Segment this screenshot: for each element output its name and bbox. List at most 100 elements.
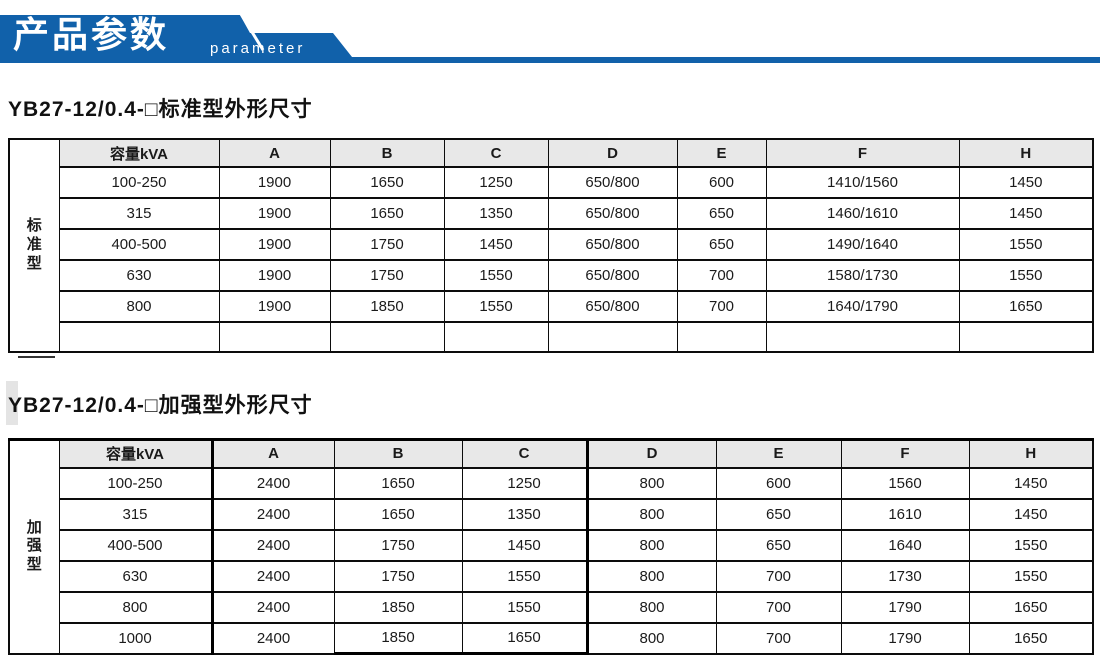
cell: 650: [715, 528, 842, 562]
column-header: C: [461, 438, 589, 469]
cell: 630: [58, 559, 214, 593]
cell: [58, 321, 220, 353]
cell: [329, 321, 445, 353]
table-row: 100-250 2400 1650 1250 800 600 1560 1450: [9, 466, 1094, 500]
cell: 1350: [443, 197, 549, 230]
cell: 1650: [461, 621, 589, 655]
cell: [676, 321, 767, 353]
cell: 650/800: [547, 166, 678, 199]
column-header: D: [586, 438, 717, 469]
cell: 1650: [968, 621, 1094, 655]
column-header: F: [765, 138, 960, 168]
cell: 400-500: [58, 528, 214, 562]
column-header: A: [211, 438, 335, 469]
cell: 315: [58, 197, 220, 230]
cell: 1610: [840, 497, 970, 531]
table-row: 800 2400 1850 1550 800 700 1790 1650: [9, 590, 1094, 624]
cell: 2400: [211, 621, 335, 655]
cell: 1550: [958, 259, 1094, 292]
cell: 700: [676, 259, 767, 292]
cell: 700: [715, 590, 842, 624]
table-row: 630 2400 1750 1550 800 700 1730 1550: [9, 559, 1094, 593]
cell: 1900: [218, 228, 331, 261]
cell: 600: [676, 166, 767, 199]
cell: 100-250: [58, 166, 220, 199]
cell: 800: [586, 590, 717, 624]
cell: 700: [715, 621, 842, 655]
column-header: C: [443, 138, 549, 168]
cell: 1750: [329, 228, 445, 261]
cell: 1730: [840, 559, 970, 593]
cell: 1640/1790: [765, 290, 960, 323]
standard-dimensions-table: 标准型容量kVA A B C D E F H 100-250 1900 1650 1250 650/80…: [8, 138, 1094, 353]
cell: 1850: [333, 621, 463, 655]
cell: 800: [586, 497, 717, 531]
cell: 1550: [958, 228, 1094, 261]
column-header: D: [547, 138, 678, 168]
column-header: A: [218, 138, 331, 168]
cell: 1250: [443, 166, 549, 199]
cell: 2400: [211, 528, 335, 562]
table-row: [9, 321, 1094, 353]
column-header: 容量kVA: [58, 138, 220, 168]
cell: 1550: [443, 259, 549, 292]
table-row: 315 2400 1650 1350 800 650 1610 1450: [9, 497, 1094, 531]
page-header-banner: 产品参数 parameter: [0, 0, 1100, 70]
cell: 800: [586, 528, 717, 562]
cell: 1350: [461, 497, 589, 531]
cell: 1410/1560: [765, 166, 960, 199]
cell: 1450: [461, 528, 589, 562]
table-row: 800 1900 1850 1550 650/800 700 1640/1790 1650: [9, 290, 1094, 323]
cell: 2400: [211, 466, 335, 500]
cell: 650/800: [547, 228, 678, 261]
section-title-standard: YB27-12/0.4-□标准型外形尺寸: [8, 98, 313, 121]
cell: 100-250: [58, 466, 214, 500]
cell: 650: [676, 228, 767, 261]
cell: 1650: [958, 290, 1094, 323]
cell: 1790: [840, 621, 970, 655]
page-subtitle: parameter: [210, 40, 306, 57]
cell: [443, 321, 549, 353]
cell: 1450: [958, 197, 1094, 230]
cell: 1790: [840, 590, 970, 624]
cell: 1850: [333, 590, 463, 624]
cell: 650: [676, 197, 767, 230]
page-title: 产品参数: [13, 14, 170, 55]
cell: 1850: [329, 290, 445, 323]
table-row: 400-500 2400 1750 1450 800 650 1640 1550: [9, 528, 1094, 562]
cell: 800: [586, 559, 717, 593]
cell: 1550: [443, 290, 549, 323]
cell: 650: [715, 497, 842, 531]
column-header: B: [333, 438, 463, 469]
column-header: B: [329, 138, 445, 168]
column-header: H: [958, 138, 1094, 168]
cell: 1450: [443, 228, 549, 261]
cell: 1550: [968, 559, 1094, 593]
cell: 400-500: [58, 228, 220, 261]
cell: 700: [676, 290, 767, 323]
cell: 600: [715, 466, 842, 500]
cell: 1900: [218, 166, 331, 199]
table-row: 400-500 1900 1750 1450 650/800 650 1490/1640 15…: [9, 228, 1094, 261]
table-side-label: 加强型: [8, 438, 60, 655]
cell: 1460/1610: [765, 197, 960, 230]
cell: 1900: [218, 197, 331, 230]
cell: 1750: [329, 259, 445, 292]
cell: 1550: [968, 528, 1094, 562]
cell: [765, 321, 960, 353]
cell: 2400: [211, 559, 335, 593]
cell: 1450: [968, 466, 1094, 500]
reinforced-dimensions-table: 加强型容量kVA A B C D E F H 100-250 2400 1650 1250 800 600…: [8, 438, 1094, 655]
cell: 1490/1640: [765, 228, 960, 261]
column-header: H: [968, 438, 1094, 469]
cell: 315: [58, 497, 214, 531]
column-header: E: [715, 438, 842, 469]
cell: 1250: [461, 466, 589, 500]
scan-artifact-line: [18, 356, 55, 358]
table-row: 630 1900 1750 1550 650/800 700 1580/1730 1550: [9, 259, 1094, 292]
banner-ribbon-shape: [0, 13, 1100, 63]
cell: 1900: [218, 259, 331, 292]
cell: 2400: [211, 497, 335, 531]
table-side-label: 标准型: [8, 138, 60, 353]
cell: 1450: [968, 497, 1094, 531]
